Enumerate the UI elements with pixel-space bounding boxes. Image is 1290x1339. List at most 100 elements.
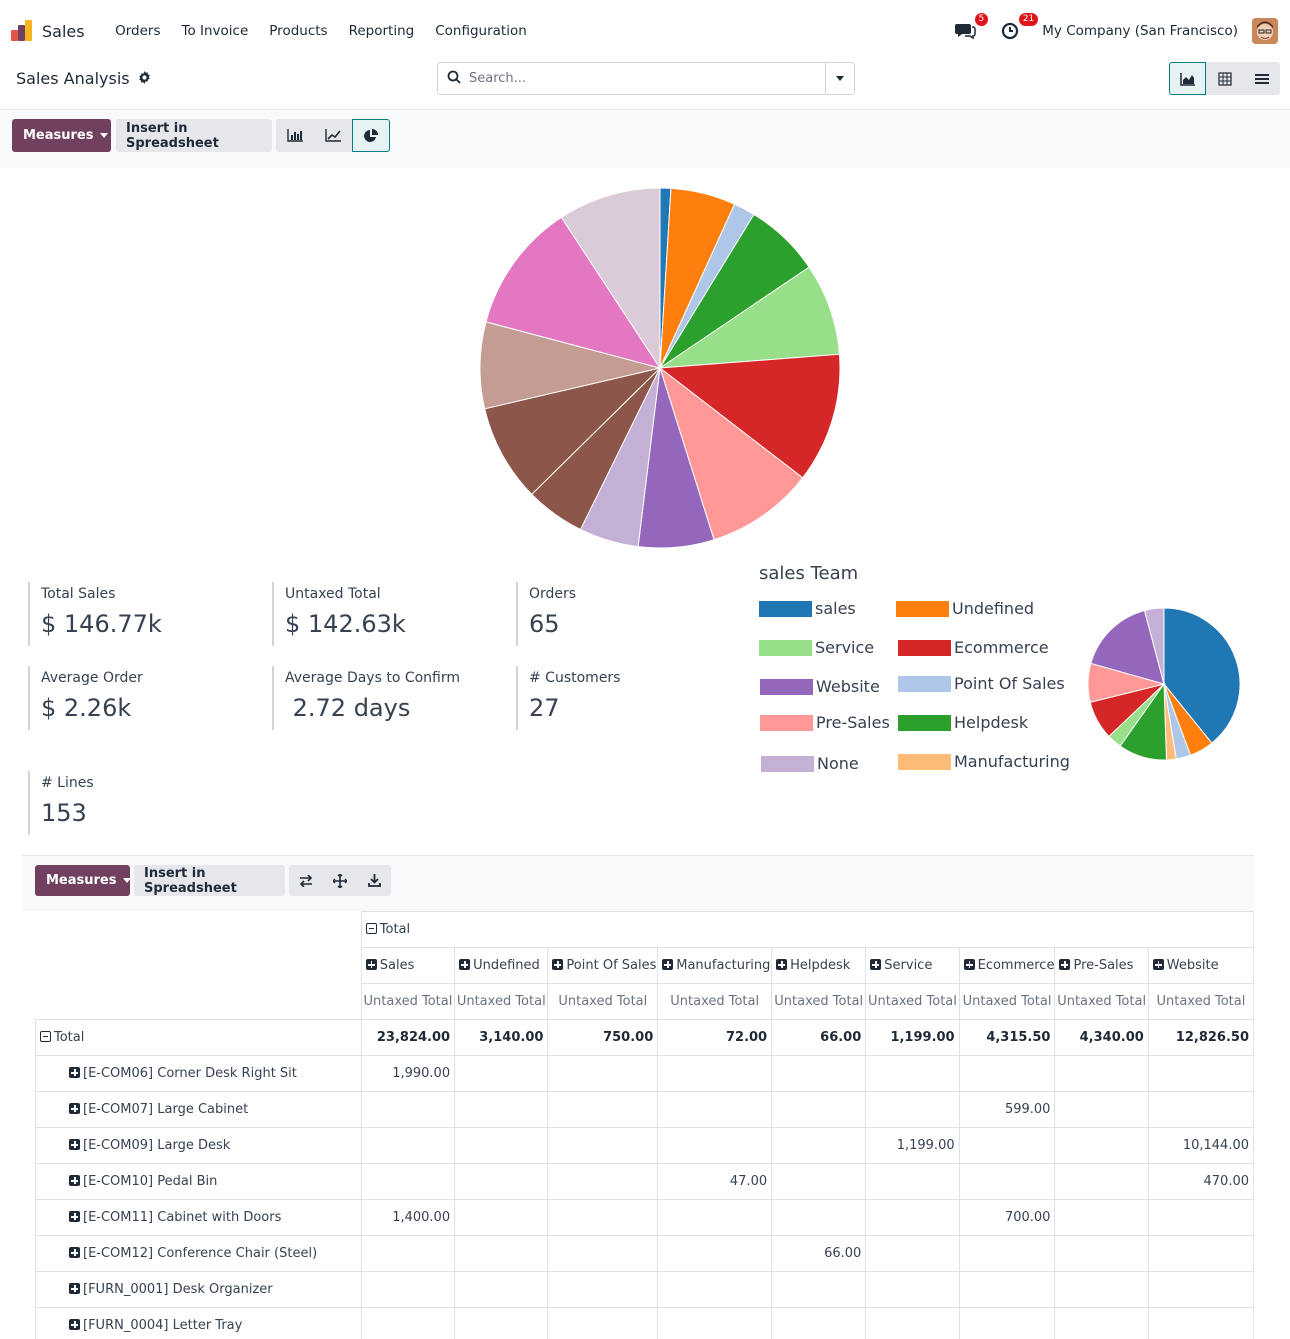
flip-axis-icon[interactable]: [289, 865, 323, 896]
pivot-cell[interactable]: [865, 1235, 960, 1272]
pie-slice[interactable]: [1090, 609, 1165, 685]
pivot-cell[interactable]: [547, 1163, 659, 1200]
pivot-cell[interactable]: [958, 1235, 1056, 1272]
measure-header[interactable]: Untaxed Total: [360, 983, 456, 1020]
pivot-cell[interactable]: 23,824.00: [360, 1019, 456, 1056]
menu-orders[interactable]: Orders: [115, 23, 161, 39]
pivot-view-button[interactable]: [1206, 62, 1243, 95]
pivot-cell[interactable]: [958, 1307, 1056, 1339]
pivot-cell[interactable]: [547, 1055, 659, 1092]
measure-header[interactable]: Untaxed Total: [657, 983, 773, 1020]
pivot-cell[interactable]: 700.00: [958, 1199, 1056, 1236]
pivot-cell[interactable]: 750.00: [547, 1019, 659, 1056]
pivot-cell[interactable]: [1147, 1091, 1254, 1128]
pivot-cell[interactable]: [1054, 1199, 1149, 1236]
pivot-cell[interactable]: [454, 1163, 549, 1200]
pivot-row-header[interactable]: [FURN_0001] Desk Organizer: [35, 1271, 362, 1308]
pivot-cell[interactable]: [454, 1055, 549, 1092]
menu-to-invoice[interactable]: To Invoice: [181, 23, 249, 39]
measure-header[interactable]: Untaxed Total: [1054, 983, 1149, 1020]
pivot-cell[interactable]: [1054, 1235, 1149, 1272]
measure-header[interactable]: Untaxed Total: [454, 983, 549, 1020]
pivot-col-header[interactable]: Service: [865, 947, 960, 984]
pivot-cell[interactable]: [360, 1091, 456, 1128]
pivot-cell[interactable]: [657, 1307, 773, 1339]
pivot-cell[interactable]: [865, 1091, 960, 1128]
pivot-row-header[interactable]: [E-COM09] Large Desk: [35, 1127, 362, 1164]
measure-header[interactable]: Untaxed Total: [547, 983, 659, 1020]
pivot-cell[interactable]: [1147, 1271, 1254, 1308]
pivot-cell[interactable]: [657, 1055, 773, 1092]
pivot-cell[interactable]: [1054, 1163, 1149, 1200]
pivot-col-total-header[interactable]: Total: [360, 911, 1254, 948]
app-brand[interactable]: Sales: [42, 21, 85, 41]
pivot-cell[interactable]: [547, 1271, 659, 1308]
pivot-cell[interactable]: [771, 1055, 867, 1092]
pivot-cell[interactable]: [865, 1271, 960, 1308]
pie-slice[interactable]: [484, 367, 662, 496]
sales-app-icon[interactable]: [10, 19, 34, 43]
pivot-cell[interactable]: [454, 1127, 549, 1164]
pivot-cell[interactable]: [865, 1163, 960, 1200]
pie-slice[interactable]: [1163, 607, 1241, 744]
measure-header[interactable]: Untaxed Total: [958, 983, 1056, 1020]
pivot-cell[interactable]: [547, 1091, 659, 1128]
pivot-cell[interactable]: [657, 1271, 773, 1308]
pivot-cell[interactable]: [657, 1091, 773, 1128]
insert-spreadsheet-button[interactable]: Insert in Spreadsheet: [116, 119, 272, 152]
bar-chart-icon[interactable]: [276, 119, 314, 152]
pivot-col-header[interactable]: Undefined: [454, 947, 549, 984]
pivot-cell[interactable]: [771, 1127, 867, 1164]
pivot-cell[interactable]: [865, 1055, 960, 1092]
pivot-cell[interactable]: [865, 1199, 960, 1236]
pivot-cell[interactable]: [454, 1271, 549, 1308]
pivot-cell[interactable]: [547, 1127, 659, 1164]
pivot-cell[interactable]: [454, 1235, 549, 1272]
pivot-row-header[interactable]: [E-COM07] Large Cabinet: [35, 1091, 362, 1128]
pivot-cell[interactable]: [454, 1091, 549, 1128]
pivot-col-header[interactable]: Website: [1147, 947, 1254, 984]
pivot-insert-spreadsheet-button[interactable]: Insert in Spreadsheet: [134, 865, 285, 896]
pivot-cell[interactable]: [1054, 1055, 1149, 1092]
pivot-cell[interactable]: 66.00: [771, 1019, 867, 1056]
menu-reporting[interactable]: Reporting: [348, 23, 415, 39]
search-options-toggle[interactable]: [825, 63, 854, 94]
pivot-cell[interactable]: [771, 1091, 867, 1128]
gear-icon[interactable]: [138, 69, 151, 88]
pivot-cell[interactable]: [1054, 1307, 1149, 1339]
pie-slice[interactable]: [560, 187, 661, 370]
pivot-cell[interactable]: [454, 1307, 549, 1339]
list-view-button[interactable]: [1243, 62, 1280, 95]
activities-clock-icon[interactable]: 21: [1000, 13, 1039, 43]
pivot-cell[interactable]: [360, 1271, 456, 1308]
pivot-cell[interactable]: [657, 1127, 773, 1164]
pivot-col-header[interactable]: Sales: [360, 947, 456, 984]
pivot-col-header[interactable]: Pre-Sales: [1054, 947, 1149, 984]
pie-chart-icon[interactable]: [352, 119, 390, 152]
search-input[interactable]: Search...: [469, 71, 527, 86]
measure-header[interactable]: Untaxed Total: [1147, 983, 1254, 1020]
pivot-cell[interactable]: [865, 1307, 960, 1339]
line-chart-icon[interactable]: [314, 119, 352, 152]
pivot-col-header[interactable]: Manufacturing: [657, 947, 773, 984]
pivot-cell[interactable]: [771, 1199, 867, 1236]
pivot-cell[interactable]: 66.00: [771, 1235, 867, 1272]
pivot-cell[interactable]: [1147, 1307, 1254, 1339]
expand-all-icon[interactable]: [323, 865, 357, 896]
pivot-cell[interactable]: [547, 1307, 659, 1339]
pivot-cell[interactable]: 47.00: [657, 1163, 773, 1200]
pivot-cell[interactable]: [1147, 1055, 1254, 1092]
pivot-cell[interactable]: 1,199.00: [865, 1019, 960, 1056]
pivot-cell[interactable]: 4,340.00: [1054, 1019, 1149, 1056]
pie-slice[interactable]: [1143, 607, 1165, 685]
pivot-cell[interactable]: [360, 1127, 456, 1164]
user-avatar[interactable]: [1252, 18, 1278, 44]
pivot-cell[interactable]: [360, 1307, 456, 1339]
pie-slice[interactable]: [659, 366, 804, 541]
pivot-cell[interactable]: [360, 1235, 456, 1272]
pivot-row-header[interactable]: [E-COM10] Pedal Bin: [35, 1163, 362, 1200]
measure-header[interactable]: Untaxed Total: [771, 983, 867, 1020]
pivot-cell[interactable]: 4,315.50: [958, 1019, 1056, 1056]
pivot-cell[interactable]: [958, 1127, 1056, 1164]
pivot-cell[interactable]: [454, 1199, 549, 1236]
